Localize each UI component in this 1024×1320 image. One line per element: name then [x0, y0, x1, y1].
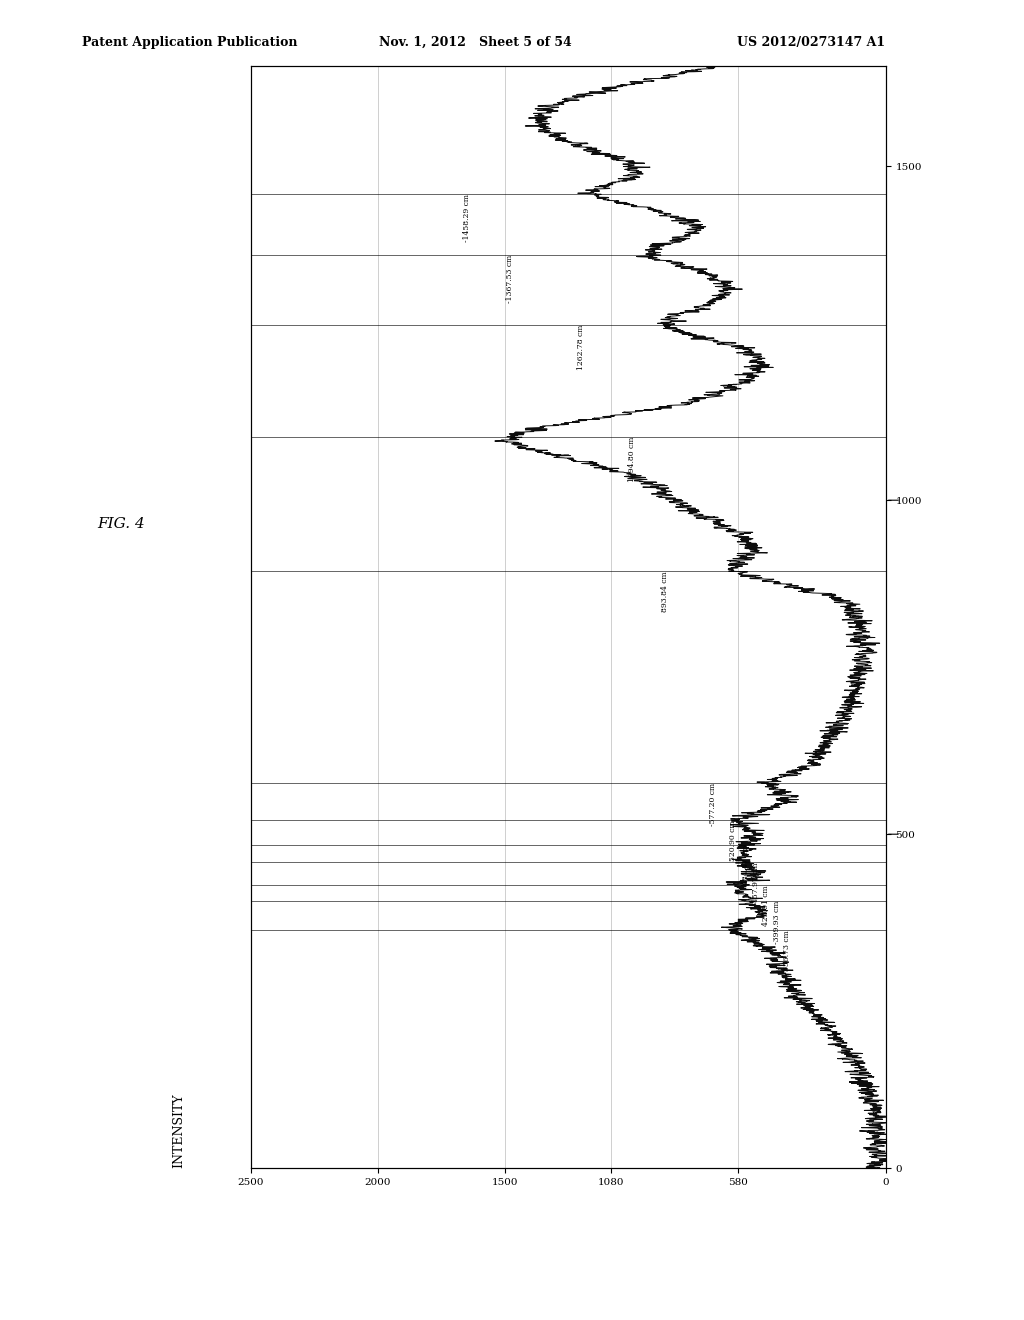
- Text: 520.90 cm: 520.90 cm: [729, 820, 737, 861]
- Text: Patent Application Publication: Patent Application Publication: [82, 36, 297, 49]
- Text: 356.73 cm: 356.73 cm: [782, 929, 791, 970]
- Text: -577.20 cm: -577.20 cm: [709, 783, 717, 826]
- Text: -1367.53 cm: -1367.53 cm: [506, 255, 514, 302]
- Text: -399.93 cm: -399.93 cm: [772, 902, 780, 944]
- Text: -1458.29 cm: -1458.29 cm: [463, 194, 471, 242]
- Text: 457.97 cm: 457.97 cm: [753, 862, 760, 903]
- Text: 893.84 cm: 893.84 cm: [660, 572, 669, 611]
- Text: INTENSITY: INTENSITY: [173, 1093, 185, 1168]
- Text: 484.47 cm: 484.47 cm: [742, 845, 751, 886]
- Text: Nov. 1, 2012   Sheet 5 of 54: Nov. 1, 2012 Sheet 5 of 54: [379, 36, 571, 49]
- Text: FIG. 4: FIG. 4: [97, 517, 145, 531]
- Text: 1262.78 cm: 1262.78 cm: [577, 325, 585, 370]
- Text: US 2012/0273147 A1: US 2012/0273147 A1: [737, 36, 886, 49]
- Text: 423.91 cm: 423.91 cm: [763, 884, 770, 925]
- Text: 1094.80 cm: 1094.80 cm: [628, 437, 636, 482]
